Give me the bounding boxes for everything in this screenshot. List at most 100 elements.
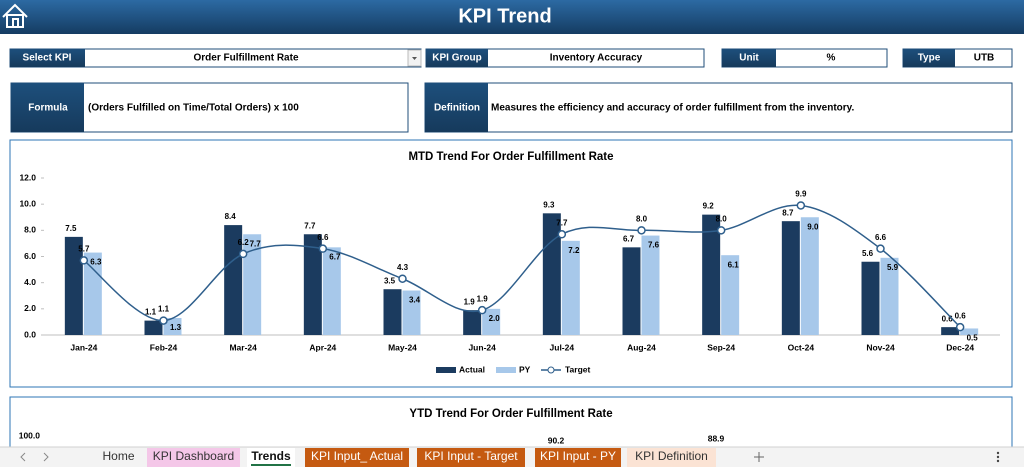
scroll-left[interactable] xyxy=(20,452,26,462)
x-tick-label: Oct-24 xyxy=(788,342,815,352)
legend-label: Actual xyxy=(459,364,485,374)
y-tick-label: 2.0 xyxy=(24,303,36,313)
y-tick-label: 100.0 xyxy=(19,430,41,440)
bar xyxy=(542,213,561,335)
sheet-tab-label[interactable]: KPI Dashboard xyxy=(153,449,234,463)
sheet-tab-label[interactable]: KPI Input - PY xyxy=(540,449,616,463)
sheet-tab-label[interactable]: KPI Input - Target xyxy=(424,449,518,463)
x-tick-label: Aug-24 xyxy=(627,342,656,352)
bar xyxy=(880,257,899,335)
more-menu[interactable] xyxy=(996,451,1000,463)
label-bg xyxy=(11,83,84,132)
data-label: 9.3 xyxy=(543,200,555,209)
data-label: 8.0 xyxy=(636,214,648,223)
field-value: Inventory Accuracy xyxy=(550,53,643,64)
chart-frame xyxy=(9,139,1013,388)
marker xyxy=(716,226,726,235)
marker xyxy=(79,256,89,265)
bar xyxy=(383,289,402,335)
x-tick-label: May-24 xyxy=(388,342,417,352)
y-tick-label: 4.0 xyxy=(24,277,36,287)
data-label: 1.9 xyxy=(477,294,489,303)
legend-swatch xyxy=(436,367,456,373)
data-label: 9.2 xyxy=(703,202,715,211)
bar xyxy=(800,217,819,335)
label-bg xyxy=(722,49,776,67)
marker xyxy=(159,316,168,325)
marker xyxy=(876,244,885,253)
data-label: 5.7 xyxy=(78,245,90,254)
x-tick-label: Mar-24 xyxy=(229,342,257,352)
data-label: 1.9 xyxy=(464,297,476,306)
definition-box xyxy=(424,82,1013,133)
data-label: 6.1 xyxy=(728,260,740,269)
sheet-tab-label[interactable]: Trends xyxy=(251,449,291,463)
label-bg xyxy=(10,49,85,67)
data-label: 6.3 xyxy=(90,258,102,267)
data-label: 90.2 xyxy=(548,435,565,445)
x-tick-label: Feb-24 xyxy=(150,342,178,352)
data-label: 7.6 xyxy=(648,241,660,250)
bar xyxy=(941,327,960,335)
legend-swatch xyxy=(496,367,516,373)
sheet-tab xyxy=(305,448,409,467)
bar xyxy=(641,235,660,335)
data-label: 6.7 xyxy=(329,252,341,261)
field-value[interactable]: Order Fulfillment Rate xyxy=(193,53,298,64)
header-bar xyxy=(0,0,1024,34)
data-label: 3.5 xyxy=(384,276,396,285)
data-label: 1.3 xyxy=(170,323,182,332)
field-value: Measures the efficiency and accuracy of … xyxy=(491,103,854,114)
data-label: 5.6 xyxy=(862,249,874,258)
field-label: KPI Group xyxy=(432,53,481,64)
data-label: 7.5 xyxy=(65,224,77,233)
data-label: 7.7 xyxy=(556,218,568,227)
bar xyxy=(402,290,421,335)
y-tick-label: 0.0 xyxy=(24,329,36,339)
sheet-tab xyxy=(535,448,621,467)
bar xyxy=(721,255,740,335)
x-tick-label: Jun-24 xyxy=(468,342,496,352)
sheet-tab-label[interactable]: Home xyxy=(102,449,134,463)
field-label: Definition xyxy=(434,103,480,114)
field-label: Select KPI xyxy=(23,53,72,64)
data-label: 0.6 xyxy=(942,314,954,323)
data-label: 7.7 xyxy=(304,221,316,230)
marker xyxy=(637,226,646,235)
sheet-tab-label[interactable]: KPI Definition xyxy=(635,449,708,463)
bar xyxy=(322,247,341,335)
field-label: Unit xyxy=(739,53,759,64)
bar xyxy=(861,261,880,335)
chart-title: YTD Trend For Order Fulfillment Rate xyxy=(409,408,612,420)
marker xyxy=(398,274,407,283)
field-value: % xyxy=(827,53,836,64)
chart: 0.0 2.0 4.0 6.0 8.0 10.0 12.0 Jan-24 Feb-24 Mar-2… xyxy=(19,172,1000,374)
label-bg xyxy=(426,49,488,67)
page-title: KPI Trend xyxy=(458,5,551,27)
field-value: (Orders Fulfilled on Time/Total Orders) … xyxy=(88,103,299,114)
home-icon[interactable] xyxy=(2,3,28,28)
add-sheet[interactable] xyxy=(754,452,764,462)
y-tick-label: 10.0 xyxy=(19,198,36,208)
marker xyxy=(238,249,248,259)
bar xyxy=(622,247,641,335)
bar xyxy=(163,317,182,335)
data-label: 1.1 xyxy=(145,308,157,317)
sheet-tab-label[interactable]: KPI Input_ Actual xyxy=(311,449,403,463)
legend-label: Target xyxy=(565,364,591,374)
marker xyxy=(557,230,567,239)
bar xyxy=(561,240,580,335)
y-tick-label: 12.0 xyxy=(19,172,36,182)
marker xyxy=(796,201,806,210)
bar xyxy=(243,234,262,335)
scroll-right[interactable] xyxy=(43,452,49,462)
bar xyxy=(64,236,83,335)
data-label: 5.9 xyxy=(887,263,899,272)
bar xyxy=(303,234,322,335)
field-label: Formula xyxy=(28,103,68,114)
bar xyxy=(482,308,501,335)
bar xyxy=(781,221,800,335)
sheet-tab xyxy=(417,448,525,467)
marker xyxy=(318,244,328,253)
x-tick-label: Sep-24 xyxy=(707,342,735,352)
